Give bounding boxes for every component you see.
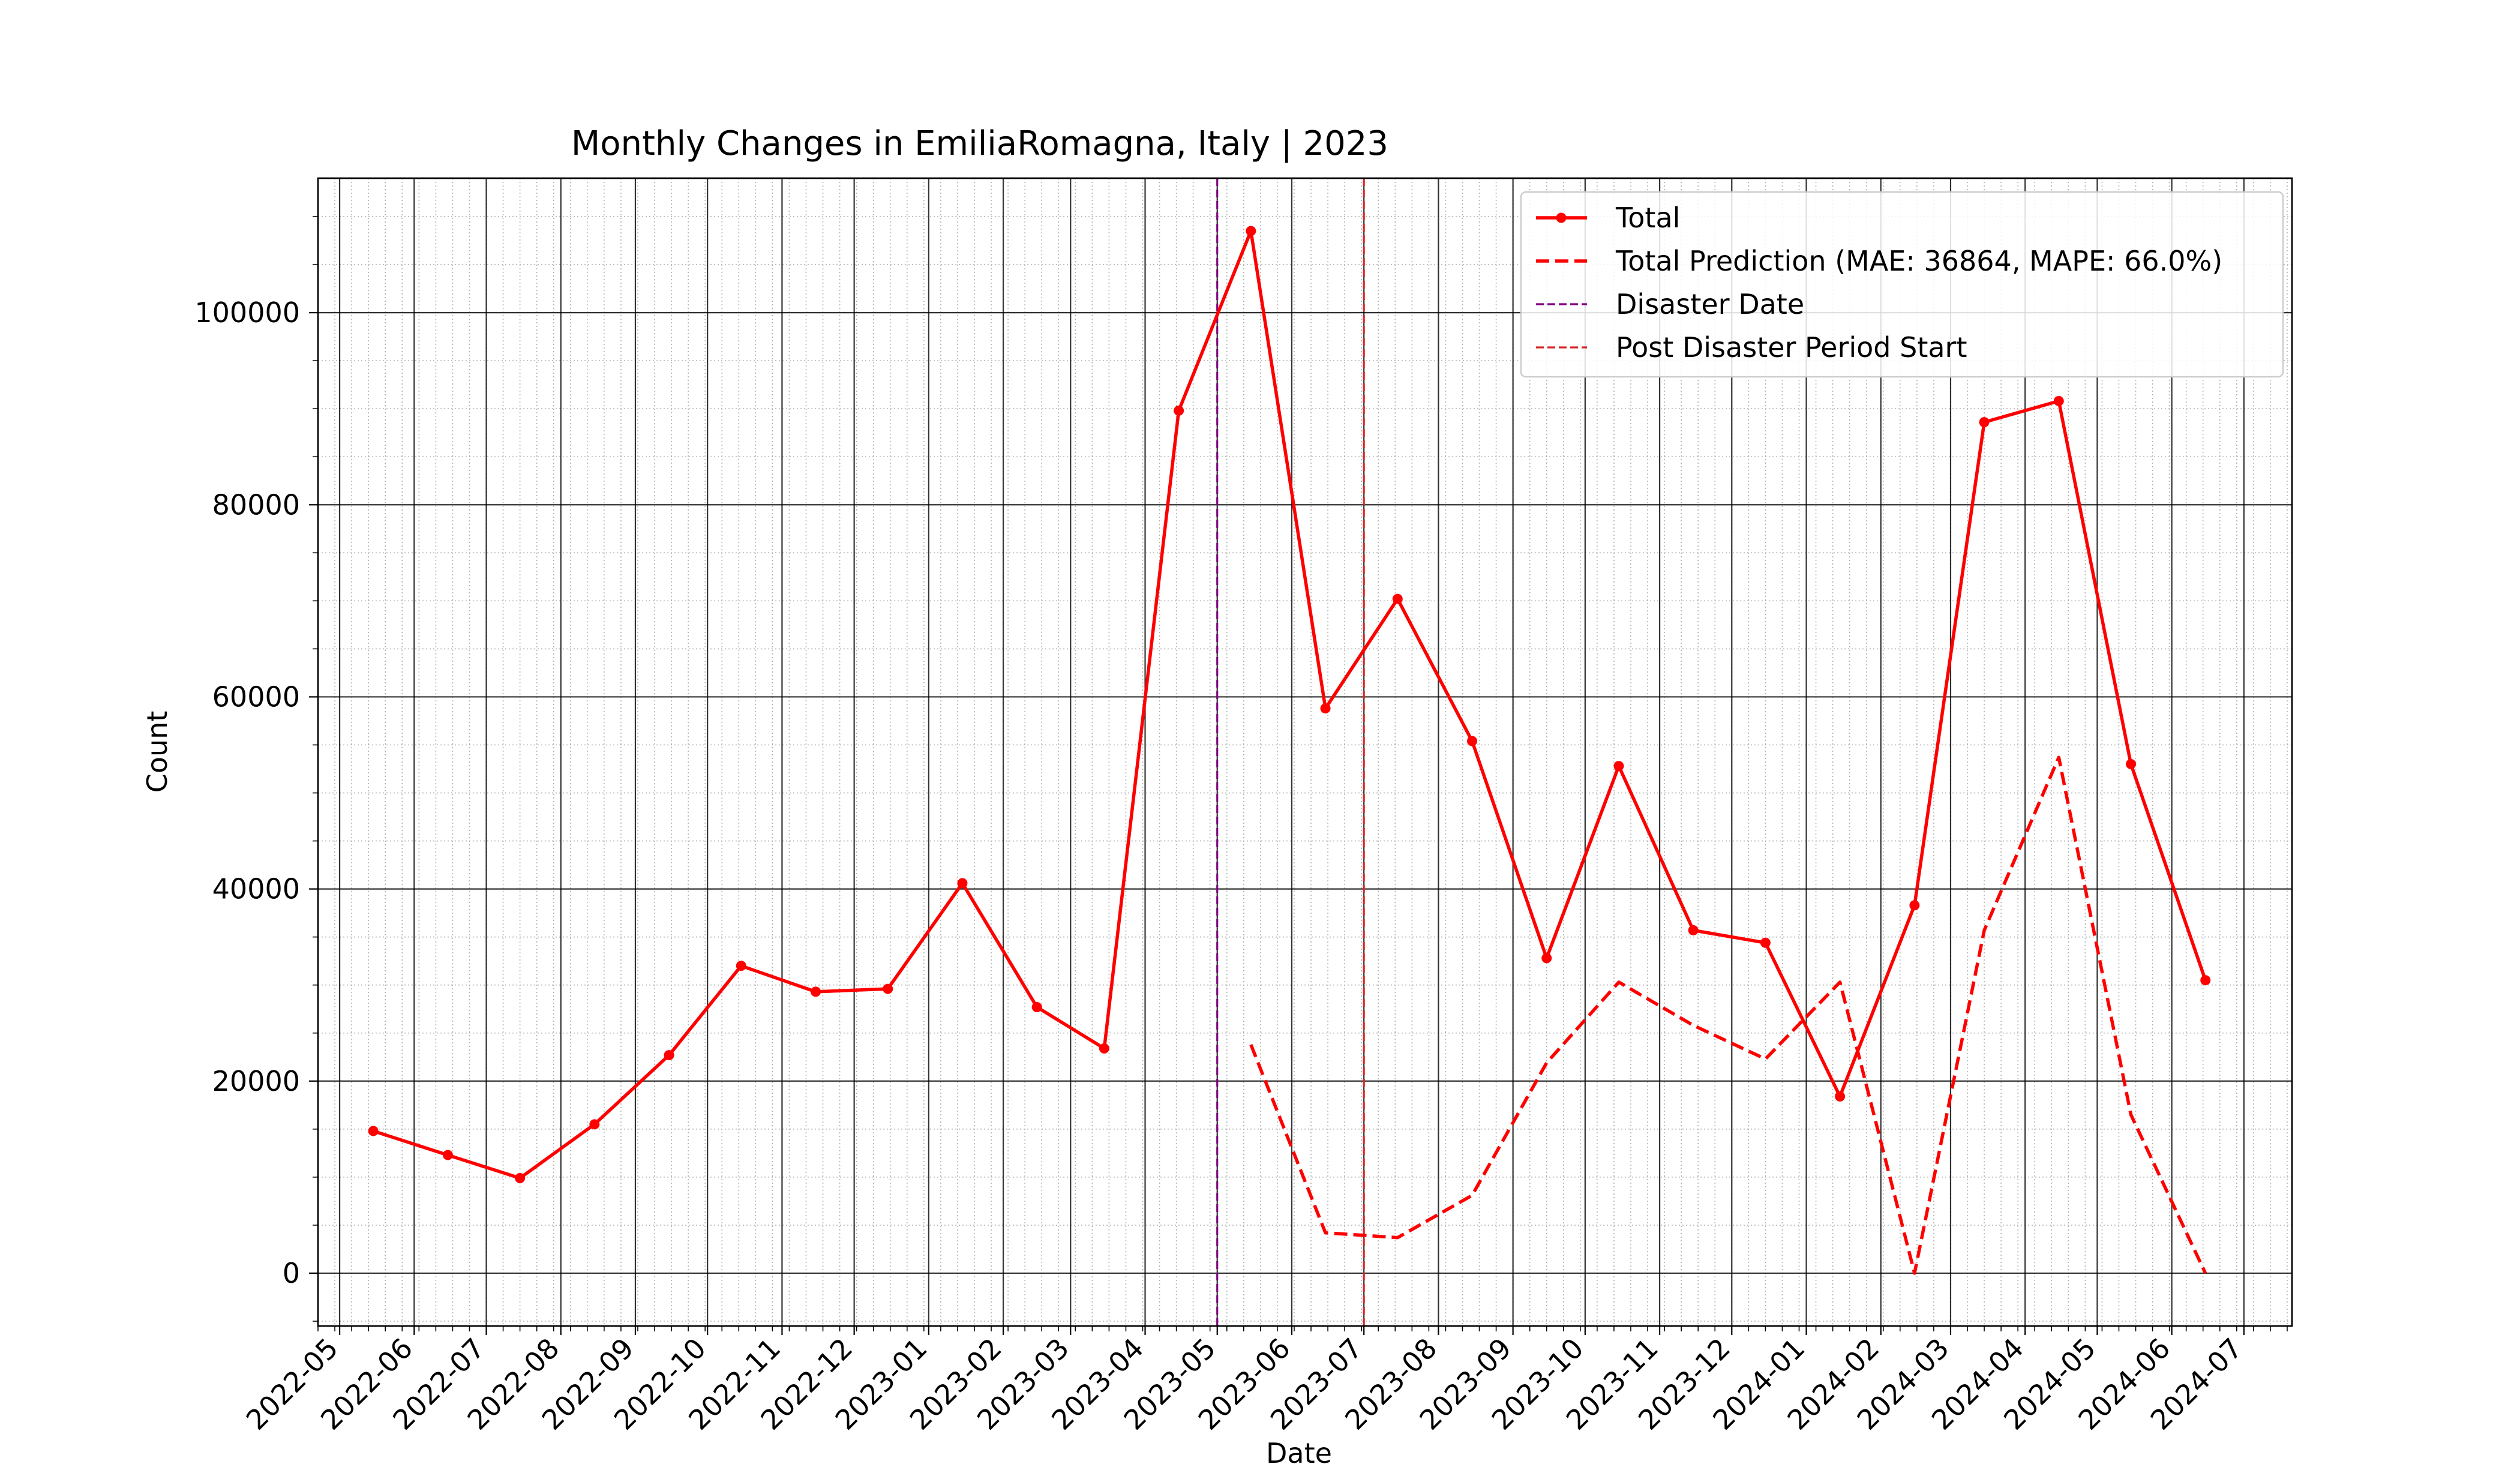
- legend-box: [1520, 191, 2284, 378]
- y-tick-label: 40000: [212, 873, 300, 905]
- data-point: [1909, 900, 1920, 911]
- data-point: [442, 1150, 453, 1160]
- data-point: [1392, 593, 1403, 604]
- legend: Total Total Prediction (MAE: 36864, MAPE:…: [1520, 191, 2284, 378]
- data-point: [1174, 405, 1184, 416]
- axis-ticks: [309, 216, 2288, 1335]
- data-point: [515, 1172, 526, 1183]
- data-point: [1541, 953, 1552, 964]
- data-point: [1979, 417, 1990, 428]
- y-tick-label: 100000: [194, 296, 300, 329]
- data-point: [736, 961, 746, 971]
- data-point: [1613, 761, 1624, 772]
- data-point: [811, 986, 821, 997]
- data-point: [368, 1126, 379, 1136]
- y-tick-label: 0: [283, 1257, 300, 1289]
- legend-marker: [1556, 212, 1567, 223]
- data-point: [1320, 703, 1331, 714]
- event-lines: [1216, 178, 1365, 1326]
- plot-frame: [317, 177, 2293, 1327]
- data-point: [1099, 1043, 1109, 1054]
- data-point: [1031, 1002, 1042, 1013]
- data-point: [1760, 937, 1771, 948]
- data-point: [664, 1050, 674, 1061]
- data-point: [883, 983, 893, 994]
- x-axis-label: Date: [1266, 1437, 1332, 1469]
- y-tick-label: 80000: [212, 488, 300, 521]
- y-tick-label: 20000: [212, 1065, 300, 1097]
- data-point: [2053, 395, 2064, 406]
- series-group: [368, 226, 2211, 1275]
- series-line-prediction: [1249, 755, 2207, 1275]
- legend-label: Post Disaster Period Start: [1616, 331, 1967, 364]
- y-tick-labels: 0 20000 40000 60000 80000 100000: [194, 296, 300, 1289]
- y-tick-label: 60000: [212, 680, 300, 713]
- data-point: [1835, 1091, 1846, 1102]
- data-point: [957, 878, 968, 889]
- data-point: [2126, 759, 2137, 770]
- legend-label: Total Prediction (MAE: 36864, MAPE: 66.0…: [1615, 245, 2222, 277]
- data-point: [1467, 736, 1478, 746]
- y-axis-label: Count: [141, 711, 173, 793]
- series-line-total: [373, 229, 2207, 1180]
- data-point: [1688, 925, 1699, 935]
- data-point: [1246, 226, 1256, 236]
- data-point: [589, 1119, 600, 1130]
- chart-title: Monthly Changes in EmiliaRomagna, Italy …: [571, 124, 1388, 163]
- data-point: [2200, 975, 2211, 986]
- legend-label: Total: [1615, 202, 1680, 234]
- legend-label: Disaster Date: [1616, 288, 1804, 320]
